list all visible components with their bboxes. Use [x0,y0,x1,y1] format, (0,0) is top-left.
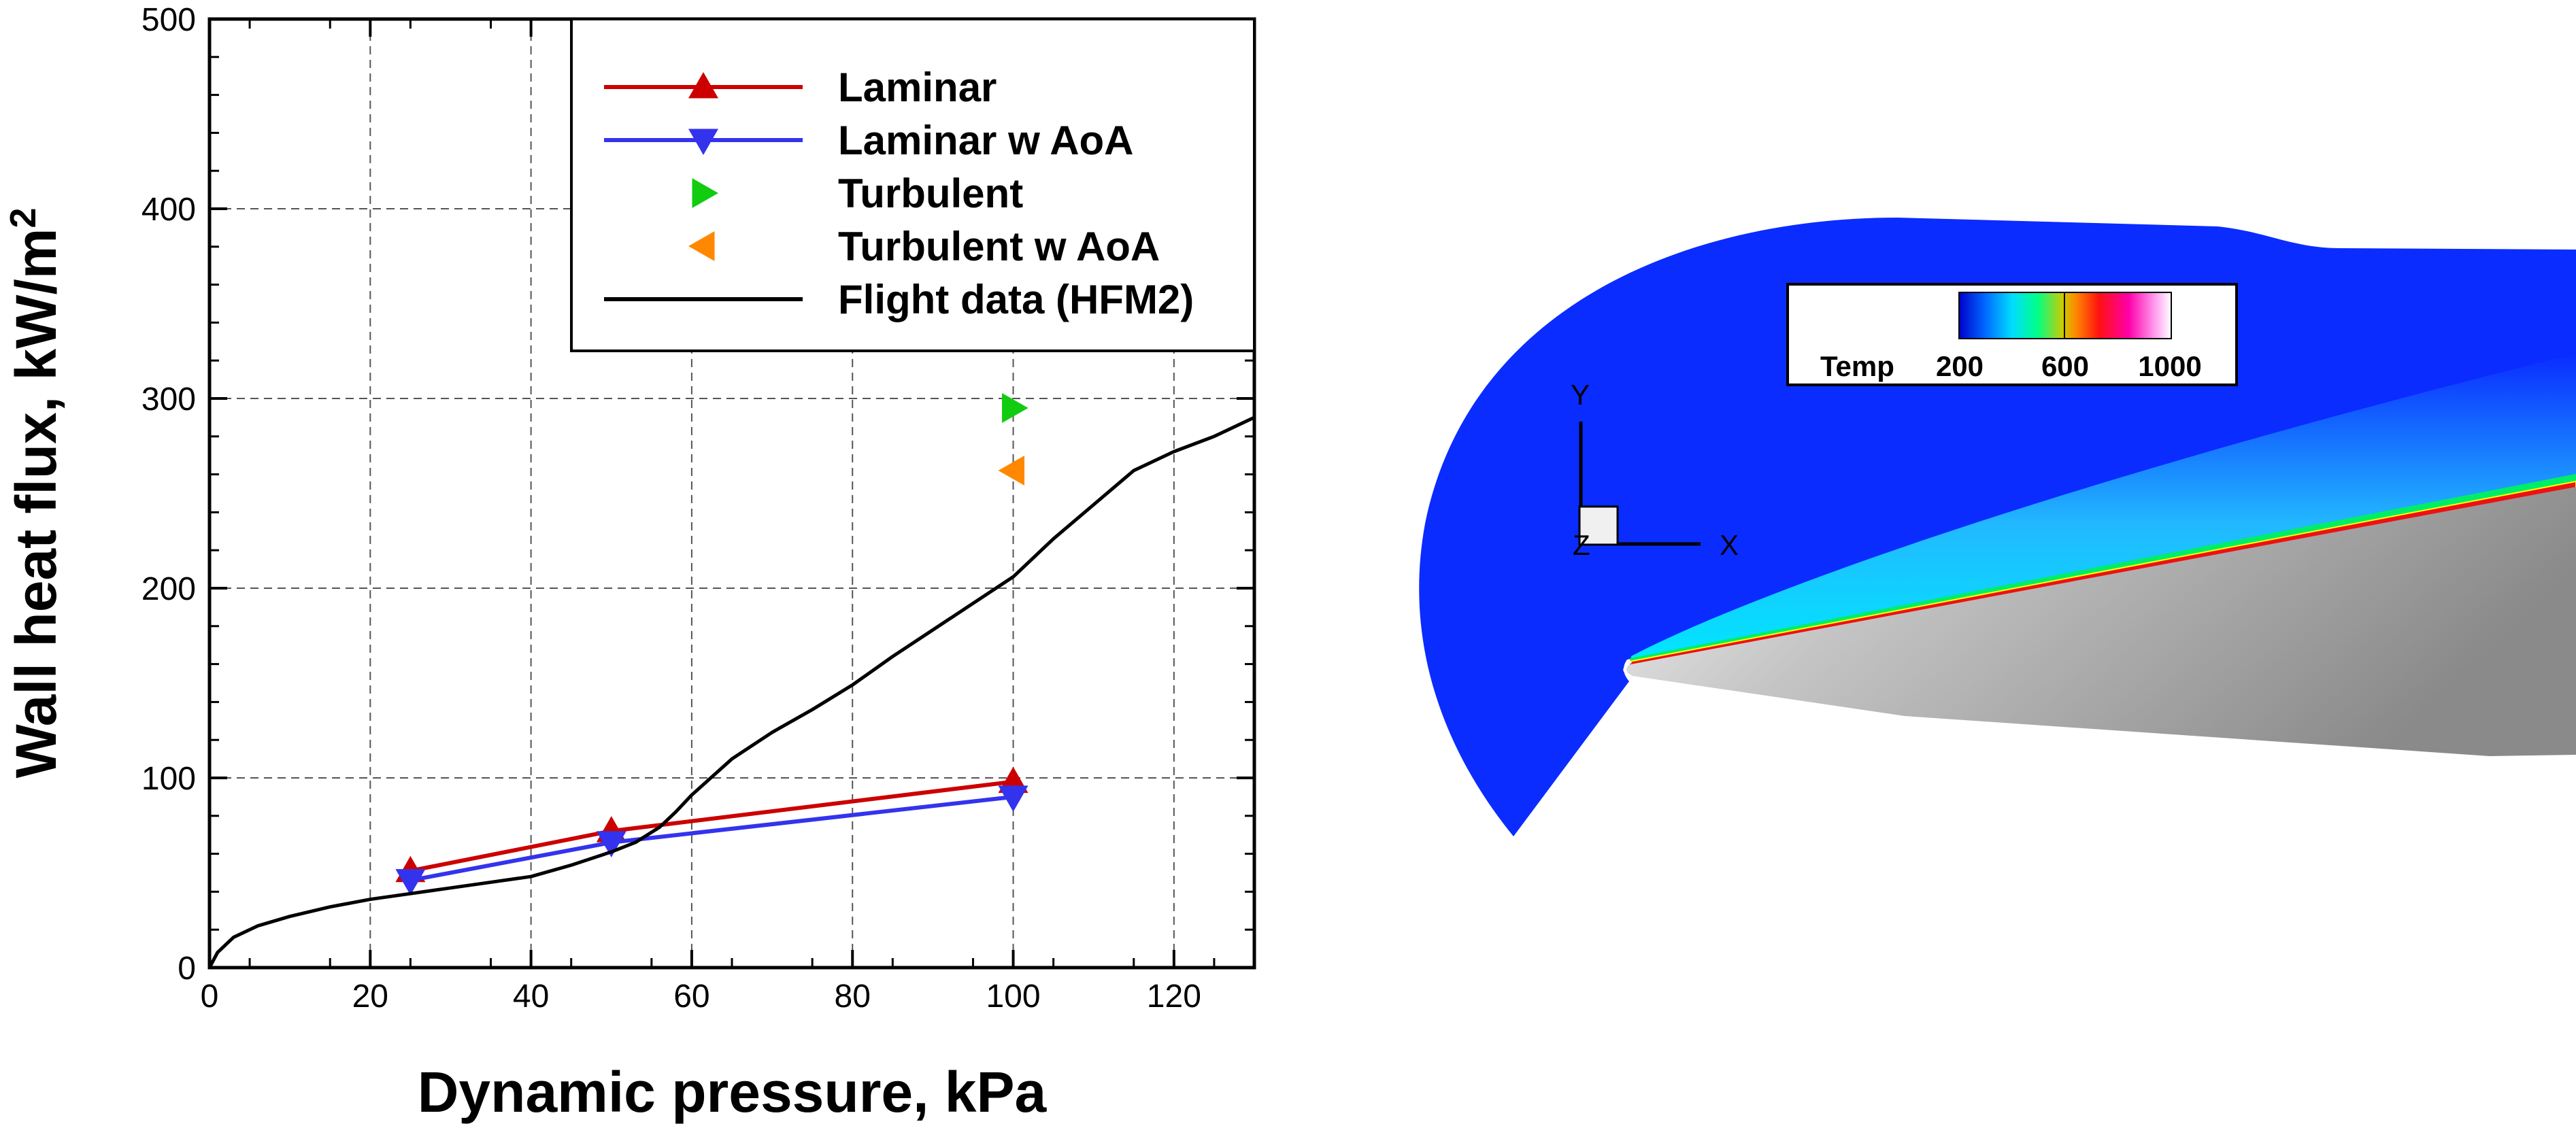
y-tick-label: 100 [141,761,196,797]
legend-swatch-marker [692,178,718,208]
data-point-turbulent-w-aoa [998,456,1025,486]
x-tick-label: 60 [673,978,709,1015]
legend: Laminar Laminar w AoA Turbulent Turbulent w… [570,18,1256,352]
triad-x-label: X [1720,529,1739,561]
data-point-laminar-w-aoa [395,869,426,896]
axes-triad: Y X Z [1571,379,1739,561]
y-tick-label: 300 [141,381,196,418]
legend-swatch-marker [688,231,715,261]
legend-item-turbulent-w-aoa: Turbulent w AoA [688,224,1160,269]
legend-item-turbulent: Turbulent [692,171,1023,216]
data-point-laminar-w-aoa [998,785,1028,812]
x-tick-label: 0 [201,978,219,1015]
heat-flux-chart: 0 20 40 60 80 100 120 0 100 200 300 400 500 Dynamic … [3,2,1256,1124]
legend-label: Flight data (HFM2) [838,277,1194,322]
legend-box [570,18,1256,352]
data-point-laminar-w-aoa [596,831,626,857]
colorbar: Temp 200 600 1000 [1786,283,2238,386]
legend-label: Turbulent w AoA [838,224,1160,269]
x-tick-label: 120 [1147,978,1201,1015]
x-tick-label: 100 [986,978,1040,1015]
series-turbulent [1002,392,1028,423]
triad-y-label: Y [1571,379,1590,411]
legend-item-laminar: Laminar [604,65,997,110]
data-point-turbulent [1002,392,1028,423]
temperature-contour-panel: Y X Z Temp 200 600 1000 [1419,218,2576,836]
colorbar-tick-1000: 1000 [2138,350,2201,382]
legend-label: Laminar [838,65,997,110]
legend-item-laminar-w-aoa: Laminar w AoA [604,118,1134,163]
tick-labels: 0 20 40 60 80 100 120 0 100 200 300 400 500 [141,2,1201,1015]
y-tick-label: 0 [178,951,196,987]
vehicle-body [1623,487,2576,756]
legend-item-flight-data-hfm2: Flight data (HFM2) [604,277,1194,322]
x-axis-title: Dynamic pressure, kPa [418,1060,1048,1124]
legend-label: Turbulent [838,171,1023,216]
y-axis-title-superscript: 2 [3,207,44,228]
triad-z-box [1578,505,1619,546]
series-line-flight-data-hfm2 [210,415,1254,968]
series-layer [210,392,1254,968]
y-axis-title: Wall heat flux, kW/m2 [3,207,68,778]
y-tick-label: 400 [141,192,196,228]
series-flight-data-hfm2 [210,415,1254,968]
shock-layer-warm-region [1631,354,2576,663]
y-tick-label: 200 [141,571,196,607]
y-axis-title-text: Wall heat flux, kW/m [4,228,68,779]
x-tick-label: 20 [352,978,388,1015]
legend-swatch-marker [688,129,718,155]
x-tick-label: 40 [513,978,549,1015]
x-tick-label: 80 [835,978,871,1015]
triad-z-label: Z [1573,529,1590,561]
series-turbulent-w-aoa [998,456,1025,486]
vehicle-nose-edge [1624,660,1633,678]
colorbar-tick-600: 600 [2041,350,2089,382]
y-tick-label: 500 [141,2,196,38]
legend-swatch-marker [688,72,718,99]
colorbar-tick-200: 200 [1936,350,1984,382]
series-laminar-w-aoa [395,785,1028,896]
legend-label: Laminar w AoA [838,118,1134,163]
colorbar-label: Temp [1820,350,1894,382]
